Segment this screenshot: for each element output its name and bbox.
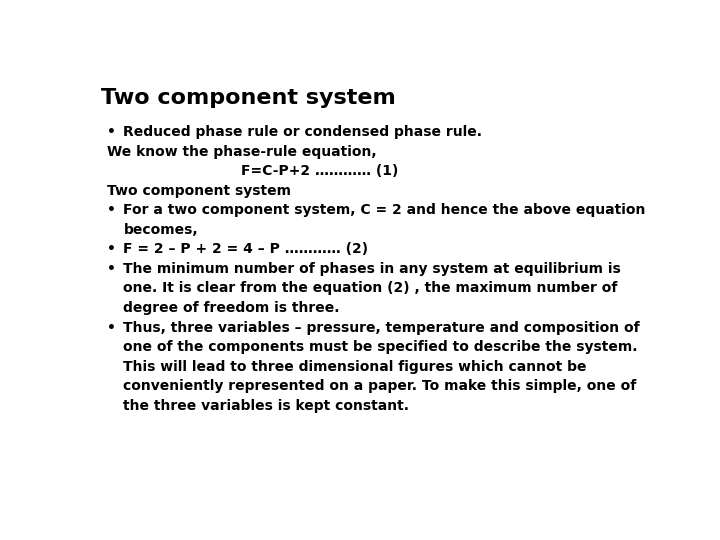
Text: We know the phase-rule equation,: We know the phase-rule equation, — [107, 145, 377, 159]
Text: •: • — [107, 321, 116, 334]
Text: •: • — [107, 125, 116, 139]
Text: the three variables is kept constant.: the three variables is kept constant. — [124, 399, 410, 413]
Text: F=C-P+2 ………… (1): F=C-P+2 ………… (1) — [240, 164, 398, 178]
Text: Thus, three variables – pressure, temperature and composition of: Thus, three variables – pressure, temper… — [124, 321, 640, 334]
Text: For a two component system, C = 2 and hence the above equation: For a two component system, C = 2 and he… — [124, 203, 646, 217]
Text: one. It is clear from the equation (2) , the maximum number of: one. It is clear from the equation (2) ,… — [124, 281, 618, 295]
Text: The minimum number of phases in any system at equilibrium is: The minimum number of phases in any syst… — [124, 262, 621, 276]
Text: becomes,: becomes, — [124, 223, 198, 237]
Text: conveniently represented on a paper. To make this simple, one of: conveniently represented on a paper. To … — [124, 379, 636, 393]
Text: Two component system: Two component system — [107, 184, 291, 198]
Text: Reduced phase rule or condensed phase rule.: Reduced phase rule or condensed phase ru… — [124, 125, 482, 139]
Text: •: • — [107, 242, 116, 256]
Text: F = 2 – P + 2 = 4 – P ………… (2): F = 2 – P + 2 = 4 – P ………… (2) — [124, 242, 369, 256]
Text: degree of freedom is three.: degree of freedom is three. — [124, 301, 340, 315]
Text: This will lead to three dimensional figures which cannot be: This will lead to three dimensional figu… — [124, 360, 587, 374]
Text: Two component system: Two component system — [101, 87, 396, 107]
Text: one of the components must be specified to describe the system.: one of the components must be specified … — [124, 340, 638, 354]
Text: •: • — [107, 262, 116, 276]
Text: •: • — [107, 203, 116, 217]
